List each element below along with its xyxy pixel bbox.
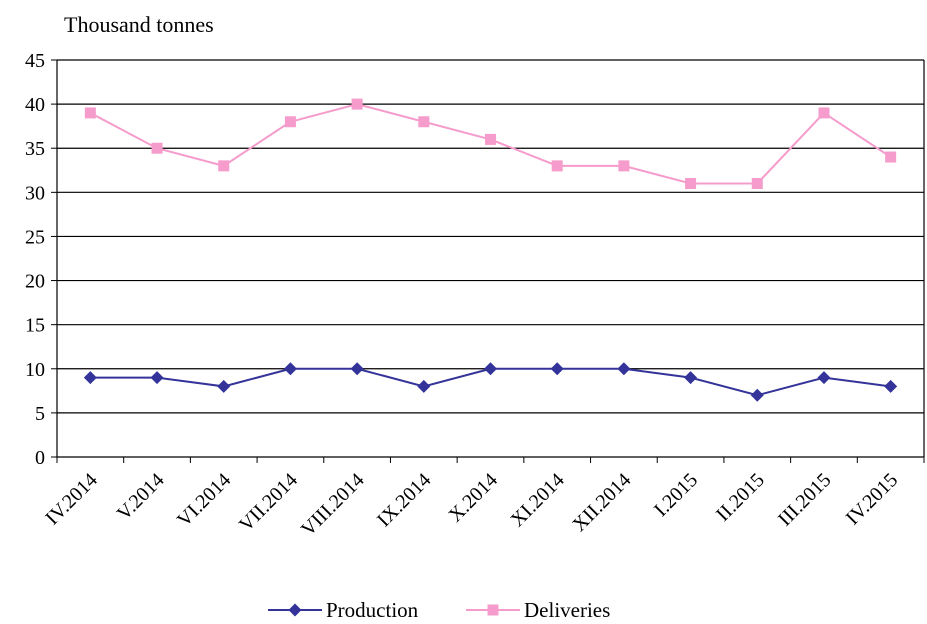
data-point	[618, 160, 630, 172]
series-group	[83, 98, 898, 402]
data-point	[751, 178, 763, 190]
data-point	[418, 116, 430, 128]
y-tick-label: 25	[25, 226, 45, 248]
series-production	[83, 362, 898, 402]
y-tick-label: 0	[35, 447, 45, 469]
x-tick-label: XI.2014	[506, 469, 568, 531]
legend-label: Production	[326, 598, 419, 622]
y-axis-unit-label: Thousand tonnes	[64, 12, 214, 37]
x-tick-label: V.2014	[113, 469, 169, 525]
y-tick-label: 10	[25, 359, 45, 381]
y-tick-label: 20	[25, 271, 45, 293]
data-point	[84, 107, 96, 119]
data-point	[885, 151, 897, 163]
y-tick-label: 15	[25, 315, 45, 337]
x-tick-label: IX.2014	[373, 469, 435, 531]
data-point	[284, 116, 296, 128]
data-point	[684, 371, 698, 385]
x-tick-label: I.2015	[650, 469, 702, 521]
data-point	[750, 388, 764, 402]
x-tick-label: II.2015	[712, 469, 769, 526]
legend-label: Deliveries	[524, 598, 610, 622]
y-tick-label: 40	[25, 94, 45, 116]
data-point	[350, 362, 364, 376]
x-tick-label: IV.2014	[41, 469, 101, 529]
data-point	[151, 142, 163, 154]
y-tick-label: 35	[25, 138, 45, 160]
x-tick-label: X.2014	[444, 469, 502, 527]
data-point	[818, 107, 830, 119]
data-point	[351, 98, 363, 110]
data-point	[617, 362, 631, 376]
y-tick-label: 5	[35, 403, 45, 425]
data-point	[417, 379, 431, 393]
x-tick-label: VIII.2014	[297, 469, 369, 541]
legend: Production Deliveries	[268, 598, 610, 622]
x-tick-label: VII.2014	[235, 469, 302, 536]
x-tick-label: XII.2014	[568, 469, 635, 536]
data-point	[283, 362, 297, 376]
data-point	[485, 133, 496, 145]
x-tick-label: IV.2015	[842, 469, 902, 529]
data-point	[218, 160, 230, 172]
series-deliveries	[84, 98, 897, 190]
legend-item-deliveries: Deliveries	[466, 598, 610, 622]
legend-marker	[288, 603, 302, 617]
y-tick-labels: 0 5 10 15 20 25 30 35 40 45	[25, 50, 45, 469]
legend-item-production: Production	[268, 598, 419, 622]
data-point	[550, 362, 564, 376]
data-point	[884, 379, 898, 393]
data-point	[150, 371, 164, 385]
data-point	[217, 379, 231, 393]
data-point	[685, 178, 697, 190]
y-tick-label: 45	[25, 50, 45, 72]
data-point	[83, 371, 97, 385]
axes	[51, 59, 925, 463]
data-point	[817, 371, 831, 385]
legend-marker	[487, 604, 499, 616]
data-point	[551, 160, 563, 172]
data-point	[484, 362, 497, 376]
x-tick-label: III.2015	[774, 469, 836, 531]
gridlines	[57, 59, 924, 414]
x-tick-label: VI.2014	[173, 469, 235, 531]
y-tick-label: 30	[25, 182, 45, 204]
